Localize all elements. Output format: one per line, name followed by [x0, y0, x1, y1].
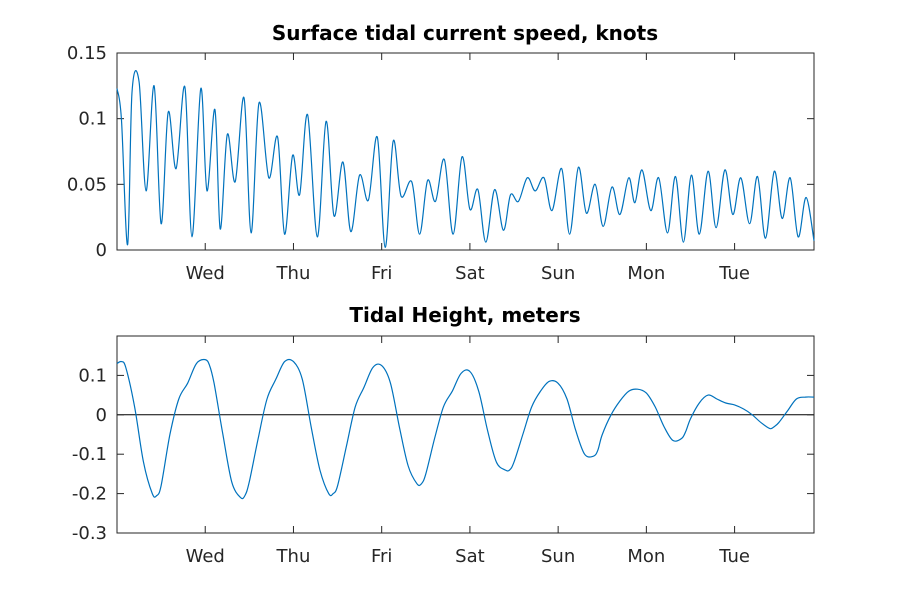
y-tick-label: 0.1	[78, 365, 107, 386]
y-tick-label: 0.1	[78, 109, 107, 130]
tick-labels: 0 0.05 0.1 0.15 Wed Thu Fri Sat Sun Mon Tue	[67, 43, 750, 284]
x-tick-label: Thu	[276, 263, 311, 284]
x-tick-label: Fri	[371, 546, 392, 567]
x-tick-label: Sun	[541, 546, 575, 567]
chart-title: Surface tidal current speed, knots	[272, 21, 658, 45]
y-tick-label: 0.05	[67, 174, 107, 195]
x-tick-label: Mon	[627, 546, 665, 567]
y-tick-label: -0.2	[72, 484, 107, 505]
series-line	[116, 358, 815, 500]
y-tick-label: -0.3	[72, 523, 107, 544]
plot-area	[116, 335, 815, 534]
current-speed-chart: Surface tidal current speed, knots 0 0.05…	[67, 21, 815, 284]
x-tick-label: Sat	[455, 263, 485, 284]
x-tick-label: Thu	[276, 546, 311, 567]
y-tick-label: 0.15	[67, 43, 107, 64]
y-tick-label: 0	[96, 405, 107, 426]
x-tick-label: Wed	[186, 546, 225, 567]
chart-title: Tidal Height, meters	[349, 303, 580, 327]
plot-area	[116, 52, 815, 251]
x-tick-label: Fri	[371, 263, 392, 284]
x-tick-label: Tue	[718, 263, 750, 284]
ticks	[117, 52, 814, 251]
y-tick-label: -0.1	[72, 444, 107, 465]
x-tick-label: Tue	[718, 546, 750, 567]
tidal-height-chart: Tidal Height, meters -0.3 -0.2 -0.1 0 0.1 Wed…	[72, 303, 815, 567]
tick-labels: -0.3 -0.2 -0.1 0 0.1 Wed Thu Fri Sat Sun Mon Tue	[72, 365, 750, 567]
y-tick-label: 0	[96, 240, 107, 261]
x-tick-label: Sun	[541, 263, 575, 284]
x-tick-label: Mon	[627, 263, 665, 284]
ticks	[117, 336, 814, 534]
x-tick-label: Wed	[186, 263, 225, 284]
x-tick-label: Sat	[455, 546, 485, 567]
series-line	[116, 70, 815, 249]
